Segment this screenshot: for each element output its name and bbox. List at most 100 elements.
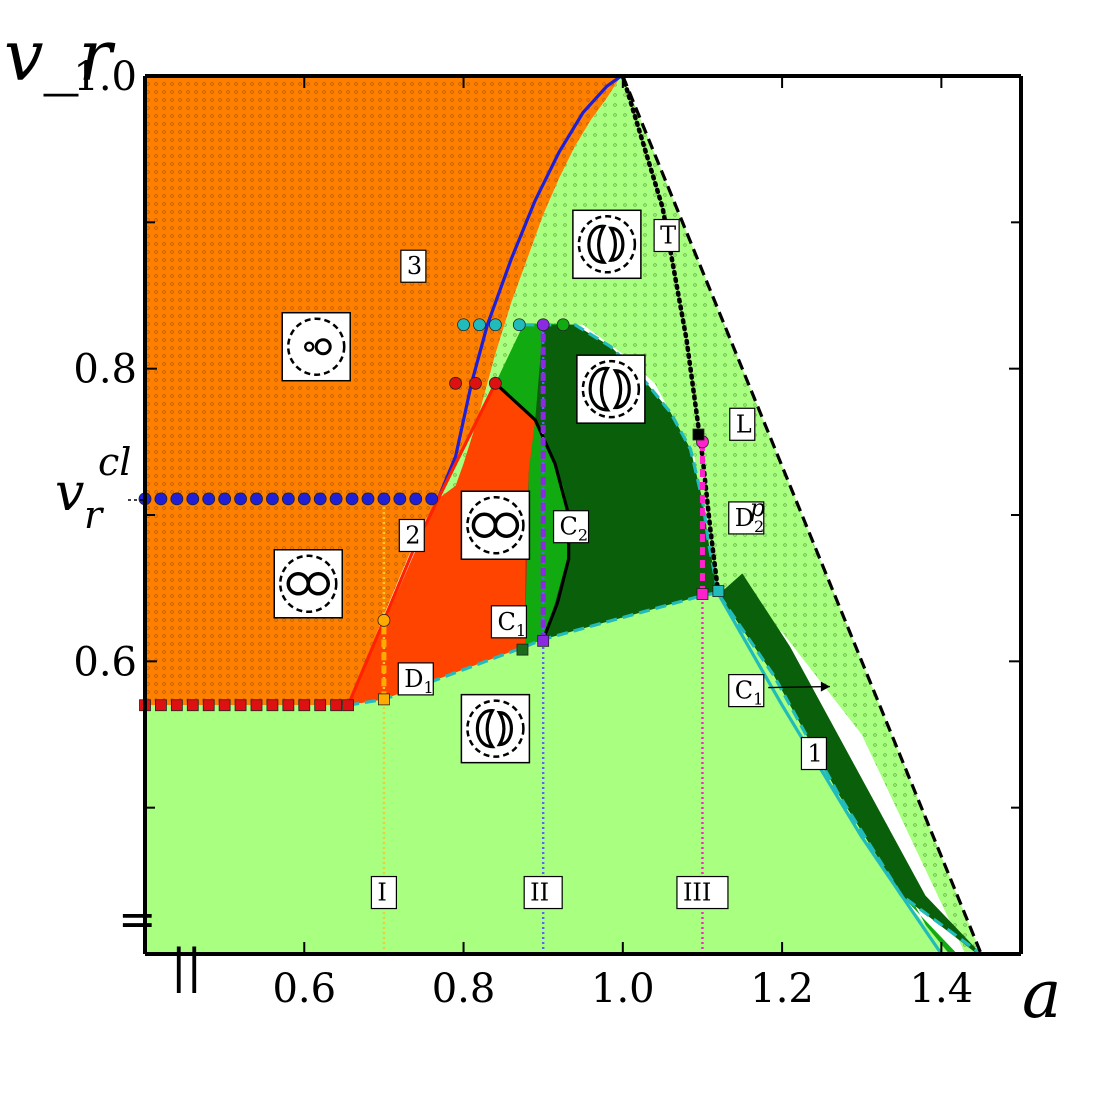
blue-dots-vr-cl-point-12: [329, 492, 343, 506]
curve-T: [620, 76, 721, 597]
label-box-sub-5: 2: [754, 517, 764, 536]
label-box-frame-5: [728, 501, 765, 535]
curve-3: [436, 76, 623, 500]
red-squares-point-10: [298, 699, 311, 712]
label-box-5: D2p: [728, 494, 765, 536]
red-squares-point-3: [186, 699, 199, 712]
red-squares-point-7: [250, 699, 263, 712]
label-box-3: L: [729, 407, 756, 441]
label-box-frame-2: [653, 218, 680, 253]
label-box-4: C2: [552, 510, 590, 545]
label-box-2: T: [653, 218, 680, 253]
inset-kidneys-low-frame: [460, 693, 531, 764]
inset-kidneys-top-frame: [572, 209, 642, 280]
inset-two-circles-orange: [273, 549, 344, 619]
red-dots-top-point-1: [469, 376, 482, 390]
green-square-point-0: [516, 643, 529, 656]
curve-L: [621, 76, 983, 954]
red-squares-point-9: [282, 699, 295, 712]
blue-dots-vr-cl-point-13: [345, 492, 359, 506]
blue-dots-vr-cl-point-3: [186, 492, 200, 506]
label-box-frame-1: [398, 518, 425, 553]
x-tick-label-1: 0.8: [432, 966, 496, 1012]
blue-dots-vr-cl-point-14: [361, 492, 375, 506]
label-box-frame-12: [676, 875, 729, 910]
blue-dots-vr-cl-point-7: [250, 492, 263, 506]
x-tick-label-4: 1.4: [910, 966, 974, 1012]
label-box-frame-9: [800, 736, 828, 771]
label-box-frame-4: [552, 510, 590, 544]
axis-ticks: 0.6 0.8 1.0 1.2 1.4 0.6 0.8 1.0: [73, 54, 1021, 1012]
blue-dots-vr-cl-point-9: [281, 492, 295, 506]
blue-dots-vr-cl-point-17: [409, 492, 423, 506]
label-box-sub-8: 1: [753, 690, 763, 709]
label-box-9: 1: [800, 736, 828, 771]
inset-two-small-circles-blob-left: [304, 341, 315, 352]
purple-dot-top-point-0: [536, 318, 550, 332]
red-dots-top-point-2: [488, 376, 502, 390]
label-arrow-c1: [768, 685, 830, 689]
blue-dots-vr-cl-point-2: [170, 492, 184, 506]
label-box-12: III: [676, 875, 729, 910]
blue-dots-vr-cl-point-4: [202, 492, 216, 506]
blue-dots-vr-cl-point-8: [266, 492, 279, 506]
label-box-text-12: III: [683, 879, 711, 907]
x-tick-label-0: 0.6: [272, 966, 336, 1012]
cyan-dots-top-point-1: [473, 318, 486, 332]
inset-kidneys-low-blob-right: [496, 711, 513, 747]
label-box-7: D1: [397, 662, 434, 697]
inset-kidneys-mid-frame: [576, 354, 646, 424]
cyan-square-point-0: [712, 585, 725, 597]
red-squares-point-1: [155, 699, 167, 712]
label-box-11: II: [523, 875, 563, 910]
label-box-sup-5: p: [750, 494, 765, 522]
magenta-square-point-0: [696, 588, 709, 600]
blue-dots-vr-cl-point-18: [425, 492, 439, 506]
label-box-8: C1: [728, 673, 765, 709]
label-box-frame-3: [729, 407, 756, 441]
label-box-text-1: 2: [405, 521, 420, 549]
inset-two-small-circles-dashed-ring: [286, 317, 346, 376]
green-dot-top-point-0: [556, 318, 570, 332]
vr-cl-label: v: [55, 463, 84, 523]
label-box-frame-0: [400, 249, 427, 283]
label-box-text-9: 1: [807, 740, 822, 768]
inset-two-circles-orange-blob-right: [306, 572, 331, 596]
blue-dots-vr-cl-point-11: [313, 492, 327, 506]
blue-dots-vr-cl-point-6: [234, 492, 247, 506]
label-box-text-2: T: [660, 222, 676, 250]
inset-kidneys-mid-dashed-ring: [581, 359, 641, 419]
inset-two-circles-red: [460, 490, 531, 560]
inset-kidneys-mid-blob-left: [588, 366, 611, 412]
label-box-6: C1: [490, 605, 528, 640]
blue-dots-vr-cl-point-10: [297, 492, 311, 506]
inset-two-circles-red-blob-right: [493, 512, 520, 538]
label-box-text-11: II: [530, 879, 549, 907]
y-tick-label-0: 0.6: [73, 639, 137, 685]
red-squares-point-5: [218, 699, 231, 712]
inset-two-circles-red-dashed-ring: [466, 495, 525, 555]
red-squares-point-6: [234, 699, 247, 712]
red-squares-point-13: [342, 699, 354, 712]
label-box-frame-11: [523, 875, 563, 910]
inset-kidneys-top: [572, 209, 642, 280]
label-box-text-10: I: [377, 879, 386, 907]
inset-kidneys-top-dashed-ring: [577, 215, 637, 274]
inset-two-small-circles-blob-right: [314, 338, 332, 356]
inset-kidneys-top-blob-right: [608, 226, 625, 262]
red-squares-point-11: [314, 699, 327, 712]
cyan-dots-top-point-2: [488, 318, 502, 332]
inset-kidneys-mid-blob-right: [612, 369, 631, 410]
label-box-sub-7: 1: [424, 678, 434, 697]
inset-kidneys-low: [460, 693, 531, 764]
red-dots-top-point-0: [449, 376, 462, 390]
label-box-1: 2: [398, 518, 425, 553]
label-box-0: 3: [400, 249, 427, 283]
label-box-10: I: [370, 875, 398, 910]
red-squares-point-2: [170, 699, 183, 712]
label-box-sub-4: 2: [578, 526, 588, 545]
red-squares-point-4: [202, 699, 215, 712]
inset-two-circles-orange-dashed-ring: [279, 554, 338, 614]
label-box-frame-6: [490, 605, 528, 639]
